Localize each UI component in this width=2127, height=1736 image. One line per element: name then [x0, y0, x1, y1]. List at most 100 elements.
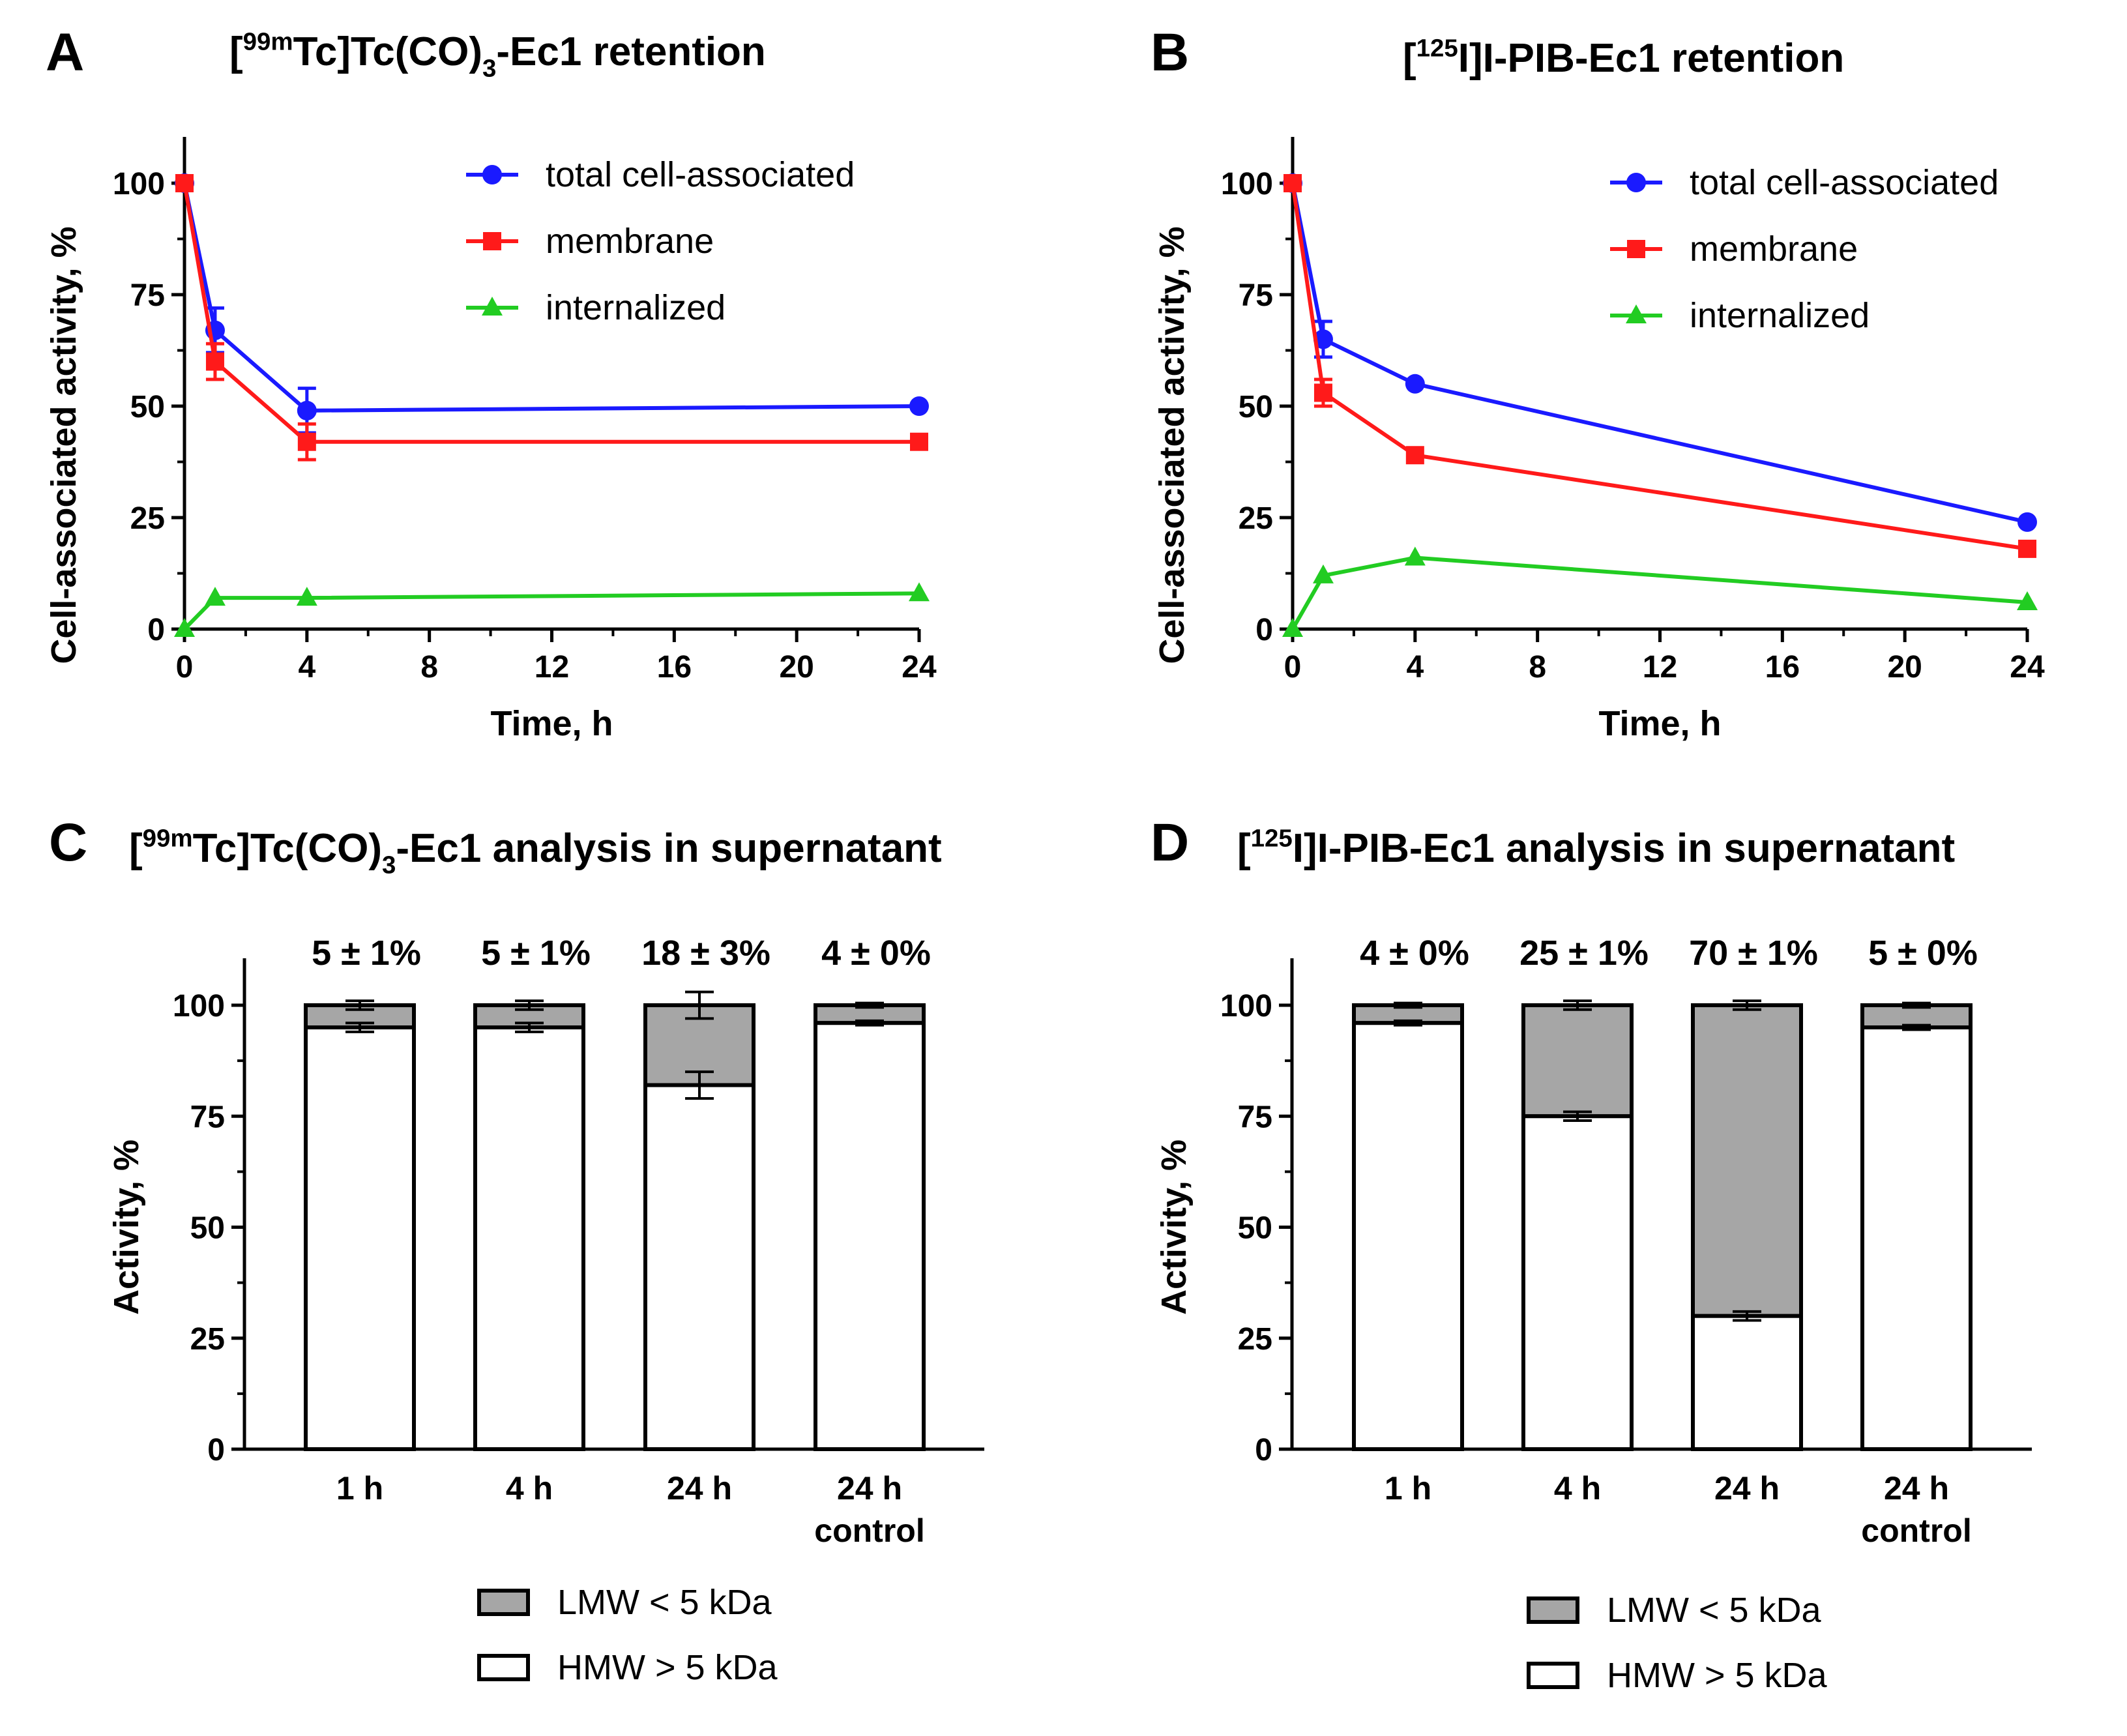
bar-chart-c: [99mTc]Tc(CO)3-Ec1 analysis in supernata… — [107, 824, 984, 1687]
legend-label: total cell-associated — [546, 155, 855, 194]
panel-letter-c: C — [49, 813, 87, 872]
series-line-blue — [183, 183, 920, 413]
chart-title-sup: 99m — [143, 824, 193, 852]
chart-title-sup: 99m — [243, 27, 293, 55]
bar-annotation: 70 ± 1% — [1689, 934, 1818, 973]
data-point-red — [1284, 174, 1302, 192]
bar-hmw — [814, 1021, 926, 1451]
x-tick-label: 24 — [902, 650, 937, 684]
legend-swatch — [1527, 1596, 1579, 1624]
data-point-blue — [909, 396, 929, 416]
x-axis-label: Time, h — [490, 704, 613, 743]
y-tick-label: 75 — [130, 278, 165, 313]
x-tick-label: 4 — [1406, 650, 1424, 684]
bar-hmw — [1691, 1314, 1803, 1451]
y-tick-label: 75 — [190, 1100, 225, 1134]
x-tick-label: 12 — [1643, 650, 1677, 684]
data-point-red — [2018, 539, 2036, 558]
bar-hmw — [304, 1025, 416, 1452]
x-tick-label: 24 — [2010, 650, 2045, 684]
data-point-green — [1282, 618, 1303, 637]
legend-label: internalized — [546, 288, 726, 327]
bar-chart-d: [125I]I-PIB-Ec1 analysis in supernatant 0… — [1154, 824, 2032, 1695]
legend-label: HMW > 5 kDa — [1607, 1656, 1828, 1695]
bar-annotation: 4 ± 0% — [821, 934, 931, 973]
y-tick-label: 75 — [1239, 278, 1273, 313]
legend-marker — [1626, 304, 1647, 323]
legend-label: LMW < 5 kDa — [557, 1583, 772, 1622]
legend-label: membrane — [1690, 229, 1858, 269]
legend-label: HMW > 5 kDa — [557, 1648, 778, 1687]
legend-label: internalized — [1690, 296, 1870, 335]
x-category-label: 4 h — [506, 1470, 553, 1507]
data-point-blue — [297, 400, 317, 420]
legend-marker — [482, 165, 502, 184]
series-line-blue — [1291, 183, 2028, 524]
bar-lmw — [1860, 1003, 1973, 1030]
x-tick-label: 8 — [420, 650, 438, 684]
data-point-red — [297, 432, 316, 451]
legend-swatch — [477, 1654, 530, 1681]
x-tick-label: 12 — [535, 650, 569, 684]
x-tick-label: 4 — [298, 650, 315, 684]
y-tick-label: 50 — [1238, 1211, 1272, 1246]
panel-letter-b: B — [1151, 23, 1189, 82]
legend-label: LMW < 5 kDa — [1607, 1591, 1822, 1630]
bar-hmw — [1521, 1114, 1634, 1451]
y-tick-label: 100 — [173, 989, 225, 1023]
data-point-red — [205, 352, 224, 371]
data-point-green — [204, 587, 226, 606]
chart-title-post: -Ec1 retention — [496, 29, 765, 74]
chart-title-mid: Tc]Tc(CO) — [293, 29, 482, 74]
chart-title-sub: 3 — [382, 851, 396, 879]
legend-marker — [1627, 240, 1645, 258]
data-point-green — [2017, 591, 2038, 610]
y-tick-label: 100 — [113, 167, 165, 201]
chart-title: [125I]I-PIB-Ec1 analysis in supernatant — [1237, 824, 1955, 871]
y-tick-label: 0 — [147, 613, 165, 647]
data-point-green — [174, 618, 195, 637]
chart-title: [99mTc]Tc(CO)3-Ec1 retention — [229, 27, 766, 82]
bar-hmw — [1860, 1025, 1973, 1452]
x-category-label: 24 h — [667, 1470, 732, 1507]
x-tick-label: 20 — [779, 650, 814, 684]
data-point-red — [910, 432, 928, 451]
y-tick-label: 50 — [1239, 390, 1273, 424]
series-line-red — [1291, 183, 2028, 551]
bar-annotation: 5 ± 1% — [481, 934, 591, 973]
y-tick-label: 25 — [130, 501, 165, 536]
data-point-red — [1405, 446, 1424, 465]
data-point-green — [1312, 564, 1334, 583]
series-line-red — [183, 183, 919, 444]
chart-title-post: -Ec1 analysis in supernatant — [396, 826, 941, 871]
x-axis-label: Time, h — [1598, 704, 1721, 743]
y-tick-label: 50 — [130, 390, 165, 424]
legend-swatch — [477, 1589, 530, 1616]
chart-title-sup: 125 — [1251, 824, 1293, 852]
legend-swatch — [1527, 1662, 1579, 1689]
data-point-blue — [1405, 374, 1425, 394]
y-tick-label: 25 — [1239, 501, 1273, 536]
y-axis-label: Activity, % — [1154, 1140, 1194, 1315]
line-chart-a: [99mTc]Tc(CO)3-Ec1 retention 0 25 50 75 100 0 4… — [44, 27, 937, 743]
data-point-green — [1404, 546, 1426, 566]
y-axis-label: Activity, % — [107, 1140, 146, 1315]
y-tick-label: 75 — [1238, 1100, 1272, 1134]
bar-hmw — [1352, 1021, 1464, 1451]
x-tick-label: 20 — [1887, 650, 1922, 684]
x-category-label: 1 h — [336, 1470, 383, 1507]
chart-title-mid: I]I-PIB-Ec1 analysis in supernatant — [1293, 826, 1955, 871]
chart-title-pre: [ — [129, 826, 143, 871]
x-tick-label: 0 — [176, 650, 194, 684]
chart-title-sup: 125 — [1416, 34, 1458, 62]
y-tick-label: 50 — [190, 1211, 225, 1246]
y-tick-label: 0 — [207, 1433, 225, 1467]
x-category-label: 24 h — [837, 1470, 902, 1507]
data-point-blue — [1313, 329, 1333, 349]
chart-title-mid: Tc]Tc(CO) — [193, 826, 382, 871]
chart-title: [99mTc]Tc(CO)3-Ec1 analysis in supernata… — [129, 824, 942, 879]
y-tick-label: 0 — [1255, 613, 1273, 647]
bar-annotation: 25 ± 1% — [1519, 934, 1649, 973]
bar-annotation: 5 ± 0% — [1868, 934, 1978, 973]
